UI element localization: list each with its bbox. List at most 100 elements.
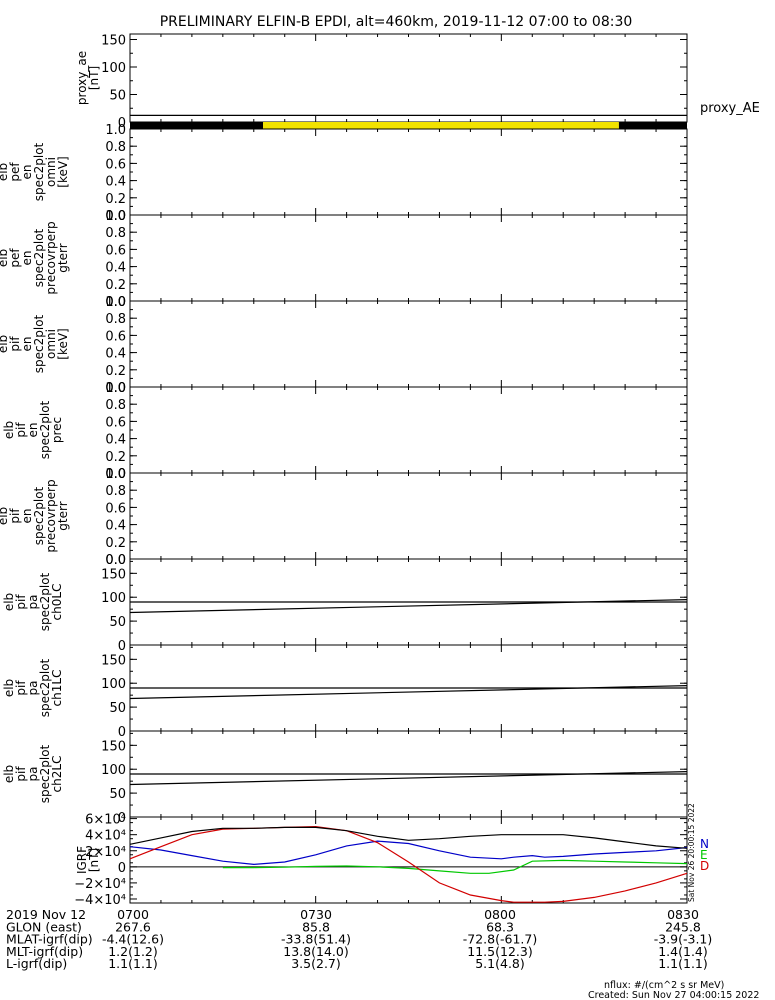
- y-axis-label: omni: [44, 157, 58, 187]
- y-tick-label: 0: [118, 811, 126, 826]
- y-tick-label: 100: [101, 591, 126, 606]
- y-tick-label: 150: [101, 653, 126, 668]
- footer-cell: 5.1(4.8): [475, 956, 525, 971]
- panel-pef_precovrperp: 1.0 0.8 0.6 0.4 0.2 0.0 0.0 elbpefenspec2plotpr…: [0, 209, 688, 310]
- footnote-created: Created: Sun Nov 27 04:00:15 2022: [588, 990, 759, 1000]
- y-axis-label: precovrperp: [44, 221, 58, 294]
- footer-cell: 68.3: [486, 919, 514, 934]
- y-axis-label: elb: [2, 765, 16, 783]
- legend-label: N: [700, 837, 709, 851]
- y-tick-label: 0.2: [105, 450, 126, 465]
- y-tick-label: 1.0: [105, 209, 126, 224]
- series-line-D: [129, 825, 688, 903]
- y-axis-label: spec2plot: [32, 228, 46, 287]
- footer-cell: 11.5(12.3): [467, 944, 532, 959]
- y-tick-label: 0.4: [105, 261, 126, 276]
- y-tick-label: −4×10⁴: [74, 893, 126, 908]
- footer-row-label: L-igrf(dip): [6, 956, 67, 971]
- y-axis-label: elb: [0, 249, 10, 267]
- footer-cell: 13.8(14.0): [283, 944, 348, 959]
- footer-cell: 1.4(1.4): [658, 944, 708, 959]
- y-axis-label: elb: [2, 421, 16, 439]
- y-axis-label: prec: [50, 417, 64, 443]
- y-axis-label: pa: [26, 681, 40, 696]
- y-axis-label: pa: [26, 595, 40, 610]
- panel-pif_prec: 1.0 0.8 0.6 0.4 0.2 0.0 0.0 elbpifenspec2plotpr…: [2, 381, 688, 482]
- series-line-N: [129, 840, 688, 866]
- y-tick-label: 0.6: [105, 329, 126, 344]
- y-axis-label: omni: [44, 329, 58, 359]
- y-tick-label: 0.0: [105, 295, 126, 310]
- panel-frame: [129, 300, 688, 388]
- panel-frame: [129, 128, 688, 216]
- y-tick-label: 50: [109, 615, 126, 630]
- footer-table: 2019 Nov 12 0700 0730 0800 0830 GLON (east) 26…: [6, 907, 712, 971]
- y-axis-label: spec2plot: [38, 658, 52, 717]
- footer-cell: -3.9(-3.1): [654, 932, 713, 947]
- y-axis-label: gterr: [56, 501, 70, 530]
- y-axis-label: elb: [0, 335, 10, 353]
- y-axis-label: pif: [14, 680, 28, 696]
- footer-row-label: 2019 Nov 12: [6, 907, 86, 922]
- y-axis-label: spec2plot: [32, 314, 46, 373]
- y-axis-label: pif: [14, 766, 28, 782]
- y-axis-label: [keV]: [56, 328, 70, 359]
- y-tick-label: 0.0: [105, 553, 126, 568]
- footer-cell: -4.4(12.6): [102, 932, 164, 947]
- y-axis-label: pif: [8, 336, 22, 352]
- vertical-stamp: Sat Nov 26 20:00:15 2022: [687, 803, 696, 902]
- legend-label: E: [700, 848, 708, 862]
- y-tick-label: 0.8: [105, 484, 126, 499]
- legend-label: proxy_AE: [700, 101, 760, 116]
- y-axis-label: spec2plot: [32, 142, 46, 201]
- y-tick-label: 0.4: [105, 347, 126, 362]
- panel-frame: [129, 214, 688, 302]
- panels: 150100500proxy_ae[nT]proxy_AE1.00.80.60.…: [0, 33, 760, 908]
- y-tick-label: 0.6: [105, 243, 126, 258]
- y-axis-label: pef: [8, 162, 22, 182]
- y-tick-label: 150: [101, 34, 126, 49]
- y-tick-label: 0.0: [105, 209, 126, 224]
- footer-cell: 1.2(1.2): [108, 944, 158, 959]
- y-tick-label: 1.0: [105, 123, 126, 138]
- y-axis-label: en: [20, 337, 34, 352]
- footer-row-label: MLAT-igrf(dip): [6, 932, 93, 947]
- y-tick-label: 0.0: [105, 381, 126, 396]
- y-tick-label: 0.6: [105, 415, 126, 430]
- legend-label: D: [700, 859, 709, 873]
- y-tick-label: 0.4: [105, 433, 126, 448]
- y-axis-label: [keV]: [56, 156, 70, 187]
- y-tick-label: 150: [101, 739, 126, 754]
- y-axis-label: pif: [8, 508, 22, 524]
- y-axis-label: precovrperp: [44, 479, 58, 552]
- y-tick-label: 50: [109, 787, 126, 802]
- panel-frame: [129, 472, 688, 560]
- y-tick-label: 4×10⁴: [85, 829, 126, 844]
- y-axis-label: pif: [14, 422, 28, 438]
- y-tick-label: 0.2: [105, 536, 126, 551]
- y-tick-label: 0.6: [105, 501, 126, 516]
- y-axis-label: pa: [26, 767, 40, 782]
- footer-cell: 1.1(1.1): [658, 956, 708, 971]
- series-line-E: [222, 859, 688, 874]
- y-axis-label: elb: [0, 507, 10, 525]
- y-tick-label: −2×10⁴: [74, 877, 126, 892]
- panel-proxy_ae: 150 100 50 0 proxy_ae[nT] proxy_AE: [75, 33, 760, 131]
- y-tick-label: 2×10⁴: [85, 845, 126, 860]
- y-axis-label: pef: [8, 248, 22, 268]
- y-axis-label: [nT]: [87, 66, 101, 90]
- phase-segment-2: [618, 122, 687, 129]
- y-tick-label: 0.8: [105, 140, 126, 155]
- panel-pif_omni: 1.0 0.8 0.6 0.4 0.2 0.0 0.0 elbpifenspec2plotom…: [0, 295, 688, 396]
- y-tick-label: 0: [118, 861, 126, 876]
- footer-row-label: GLON (east): [6, 919, 82, 934]
- y-tick-label: 0.8: [105, 312, 126, 327]
- y-tick-label: 0: [118, 639, 126, 654]
- y-tick-label: 0.6: [105, 157, 126, 172]
- y-tick-label: 1.0: [105, 295, 126, 310]
- footer-row-label: MLT-igrf(dip): [6, 944, 83, 959]
- y-axis-label: pif: [14, 594, 28, 610]
